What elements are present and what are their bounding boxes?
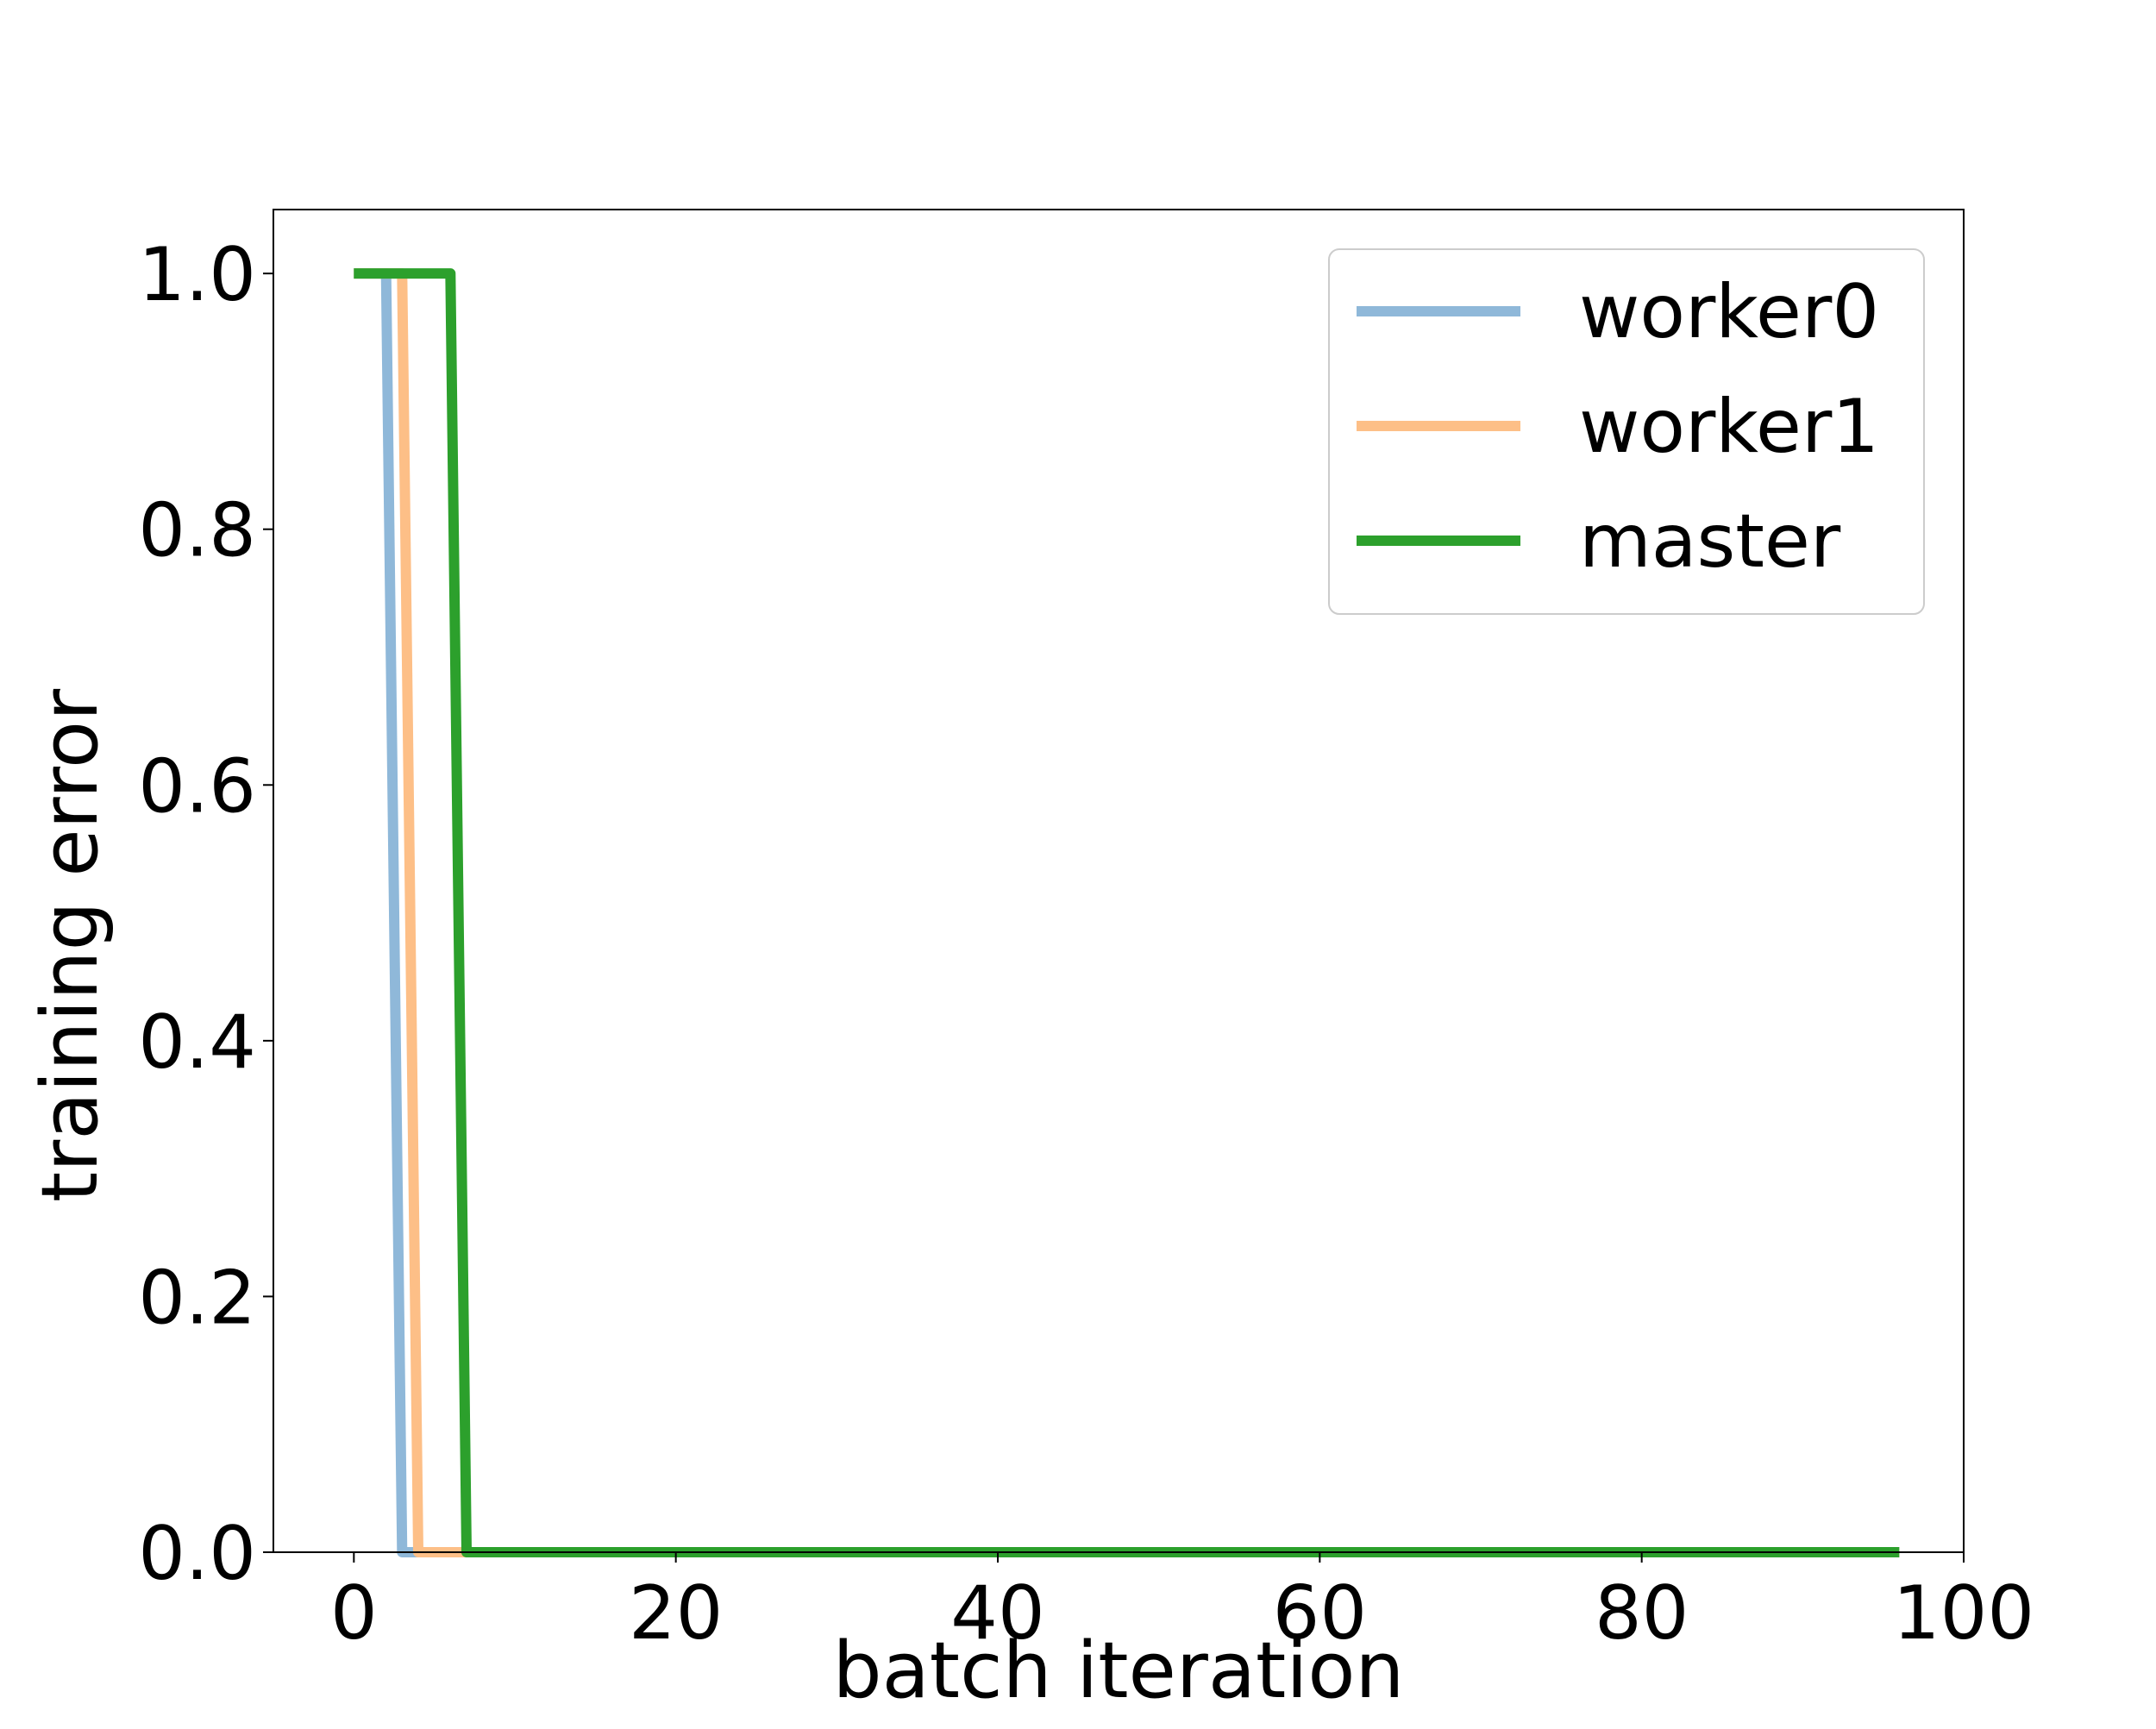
legend-label-worker1: worker1: [1579, 384, 1879, 470]
legend: worker0 worker1 master: [1328, 248, 1925, 615]
x-tick-label: 60: [1273, 1570, 1367, 1657]
x-tick-label: 40: [950, 1570, 1044, 1657]
y-tick-label: 0.2: [138, 1255, 256, 1341]
legend-frame: [1328, 248, 1925, 615]
plot-frame: [273, 209, 1965, 1553]
x-axis: 0 20 40 60 80 100: [330, 1552, 2034, 1657]
legend-label-worker0: worker0: [1579, 269, 1879, 355]
y-tick-label: 0.4: [138, 999, 256, 1086]
y-tick-label: 0.0: [138, 1511, 256, 1597]
x-tick-label: 100: [1893, 1570, 2034, 1657]
x-axis-label: batch iteration: [833, 1626, 1405, 1716]
y-axis: 0.0 0.2 0.4 0.6 0.8 1.0: [138, 232, 273, 1597]
x-tick-label: 20: [629, 1570, 723, 1657]
y-tick-label: 0.6: [138, 743, 256, 830]
y-tick-label: 1.0: [138, 232, 256, 318]
x-tick-label: 80: [1595, 1570, 1689, 1657]
x-tick-label: 0: [330, 1570, 378, 1657]
y-axis-label: training error: [25, 689, 116, 1202]
y-tick-label: 0.8: [138, 488, 256, 574]
legend-label-master: master: [1579, 498, 1841, 585]
